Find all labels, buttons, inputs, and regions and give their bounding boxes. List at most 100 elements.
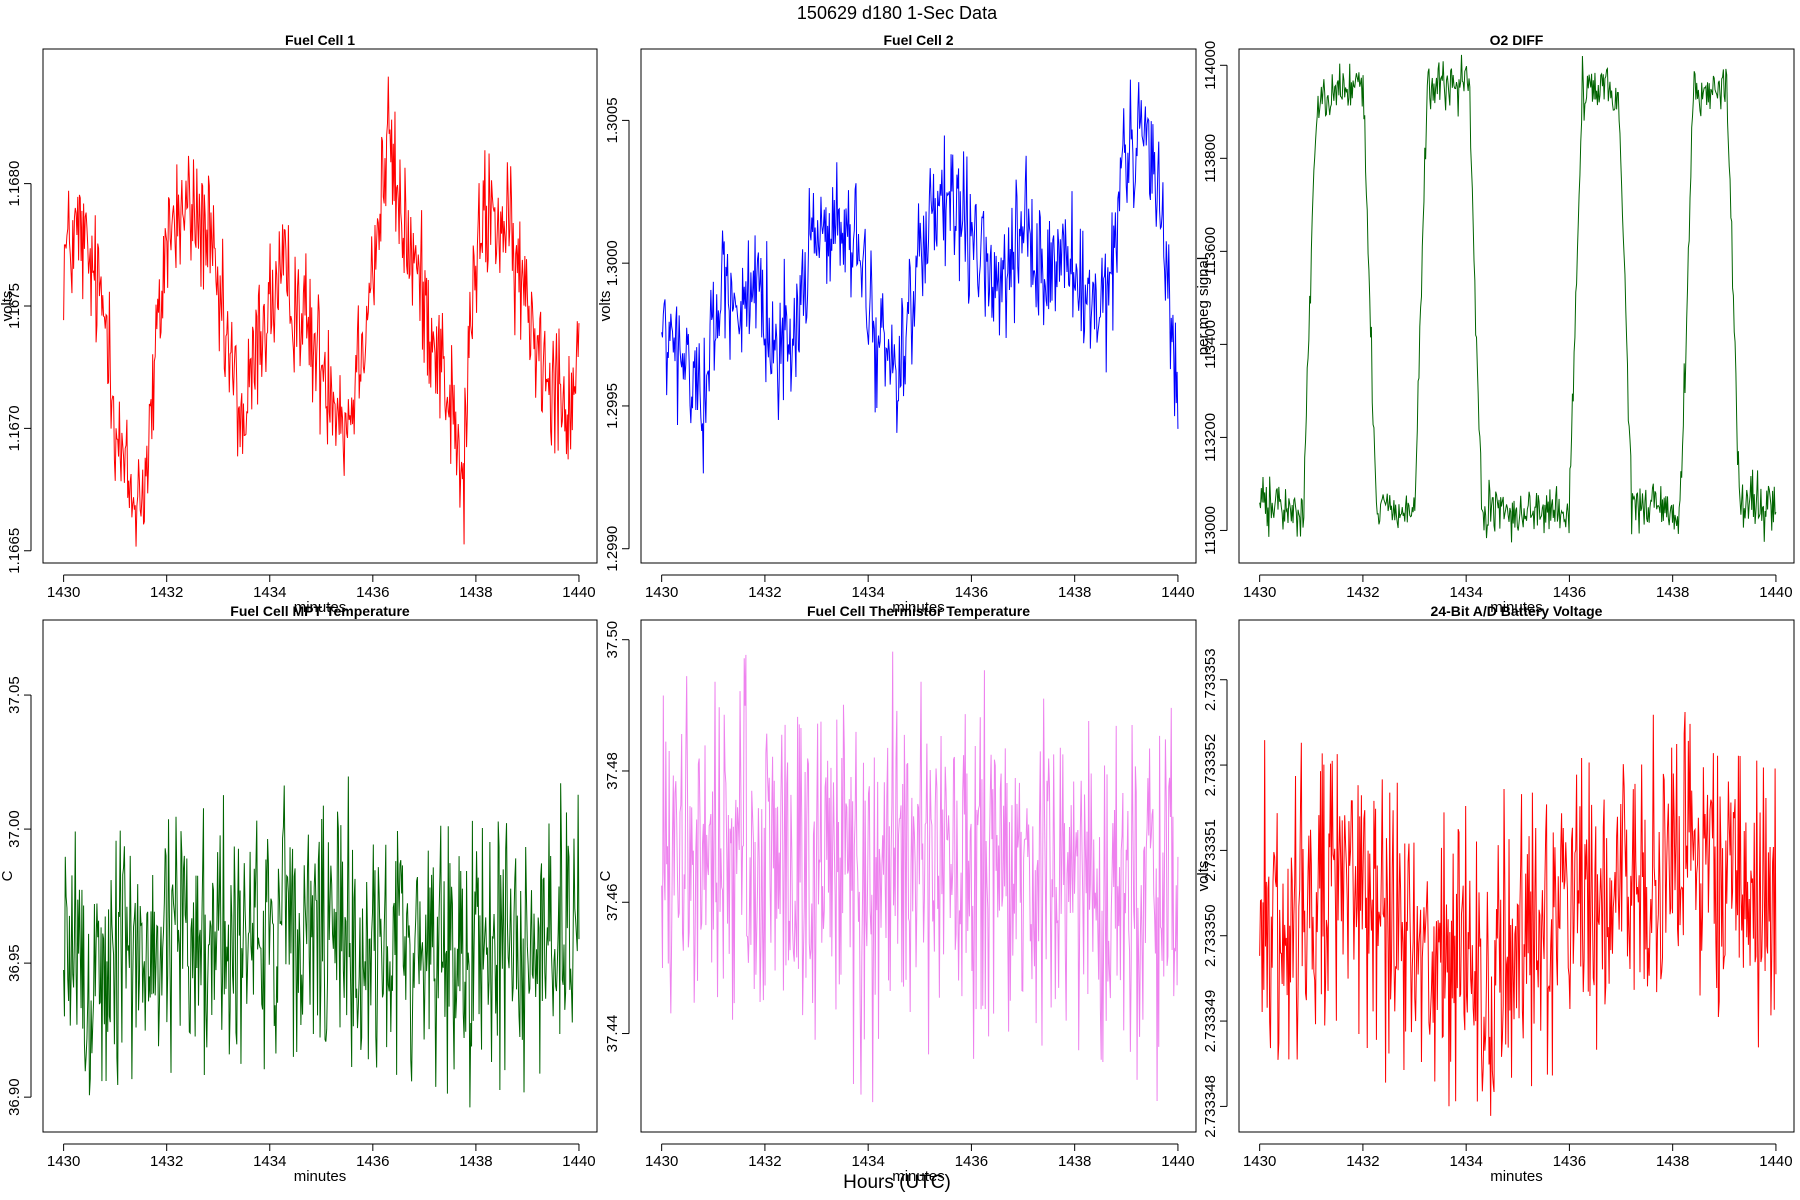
y-tick-label: 1.2995 <box>604 383 621 429</box>
plot-frame <box>1238 619 1795 1133</box>
x-tick-label: 1436 <box>1553 1153 1586 1170</box>
y-tick-label: 1.3000 <box>604 240 621 286</box>
chart-title: O2 DIFF <box>1490 32 1544 48</box>
y-tick-label: 113000 <box>1202 506 1219 555</box>
chart-panel: O2 DIFF 1430 1432 1434 1436 1438 1440 minutes 11… <box>1195 32 1795 616</box>
y-tick-label: 36.90 <box>6 1078 23 1116</box>
chart-panel: Fuel Cell 2 1430 1432 1434 1436 1438 1440 minut… <box>597 32 1197 616</box>
y-tick-label: 114000 <box>1202 41 1219 90</box>
x-axis-label: minutes <box>892 1168 945 1185</box>
x-tick-label: 1434 <box>253 584 286 601</box>
chart-panel: Fuel Cell Thermistor Temperature 1430 1432… <box>597 603 1197 1185</box>
y-tick-label: 1.3005 <box>604 97 621 143</box>
plot-frame <box>640 619 1197 1133</box>
x-tick-label: 1434 <box>1449 584 1482 601</box>
y-tick-label: 36.95 <box>6 944 23 982</box>
x-tick-label: 1434 <box>1449 1153 1482 1170</box>
y-tick-label: 113400 <box>1202 320 1219 369</box>
x-tick-label: 1432 <box>1346 584 1379 601</box>
chart-panel: Fuel Cell 1 1430 1432 1434 1436 1438 1440 minut… <box>0 32 598 616</box>
y-axis-label: volts <box>1195 861 1212 892</box>
x-tick-label: 1434 <box>851 584 884 601</box>
y-tick-label: 37.50 <box>604 621 621 659</box>
y-tick-label: 2.733353 <box>1202 648 1219 711</box>
x-tick-label: 1432 <box>150 584 183 601</box>
y-tick-label: 37.48 <box>604 752 621 790</box>
figure-title: 150629 d180 1-Sec Data <box>797 3 998 23</box>
y-axis-label: volts <box>597 291 614 322</box>
y-tick-label: 37.44 <box>604 1015 621 1053</box>
series-line <box>661 651 1179 1103</box>
x-axis-label: minutes <box>294 599 347 616</box>
x-tick-label: 1432 <box>748 1153 781 1170</box>
x-tick-label: 1440 <box>562 584 595 601</box>
x-tick-label: 1436 <box>955 584 988 601</box>
x-tick-label: 1432 <box>150 1153 183 1170</box>
x-tick-label: 1430 <box>645 1153 678 1170</box>
y-tick-label: 1.2990 <box>604 526 621 572</box>
chart-title: Fuel Cell MPT Temperature <box>230 603 410 619</box>
y-tick-label: 37.05 <box>6 676 23 714</box>
series-line <box>1259 54 1777 543</box>
x-tick-label: 1440 <box>1161 1153 1194 1170</box>
x-tick-label: 1438 <box>1058 584 1091 601</box>
x-tick-label: 1432 <box>748 584 781 601</box>
x-tick-label: 1436 <box>356 584 389 601</box>
x-tick-label: 1436 <box>356 1153 389 1170</box>
y-tick-label: 2.733352 <box>1202 734 1219 797</box>
x-tick-label: 1440 <box>1759 1153 1792 1170</box>
y-tick-label: 1.1680 <box>6 161 23 207</box>
outer-x-axis-label: Hours (UTC) <box>843 1172 951 1193</box>
y-tick-label: 37.00 <box>6 810 23 848</box>
y-axis-label: per meg signal <box>1195 257 1212 355</box>
y-tick-label: 1.1670 <box>6 405 23 451</box>
x-tick-label: 1430 <box>645 584 678 601</box>
series-line <box>661 79 1179 474</box>
y-tick-label: 1.1665 <box>6 528 23 574</box>
x-tick-label: 1430 <box>47 1153 80 1170</box>
x-axis-label: minutes <box>1490 599 1543 616</box>
y-tick-label: 2.733348 <box>1202 1075 1219 1138</box>
x-tick-label: 1438 <box>1058 1153 1091 1170</box>
x-tick-label: 1430 <box>47 584 80 601</box>
series-line <box>1259 712 1777 1116</box>
y-axis-label: C <box>0 870 16 881</box>
x-axis-label: minutes <box>294 1168 347 1185</box>
y-tick-label: 37.46 <box>604 883 621 921</box>
x-tick-label: 1434 <box>851 1153 884 1170</box>
y-tick-label: 2.733350 <box>1202 904 1219 967</box>
series-line <box>63 76 580 547</box>
y-axis-label: volts <box>0 291 16 322</box>
x-axis-label: minutes <box>892 599 945 616</box>
y-tick-label: 113600 <box>1202 227 1219 276</box>
x-tick-label: 1436 <box>955 1153 988 1170</box>
x-tick-label: 1440 <box>1161 584 1194 601</box>
x-tick-label: 1436 <box>1553 584 1586 601</box>
chart-panels: Fuel Cell 1 1430 1432 1434 1436 1438 1440 minut… <box>0 32 1795 1185</box>
chart-title: Fuel Cell Thermistor Temperature <box>807 603 1030 619</box>
y-tick-label: 1.1675 <box>6 283 23 329</box>
chart-title: Fuel Cell 2 <box>883 32 953 48</box>
x-tick-label: 1438 <box>459 584 492 601</box>
x-tick-label: 1438 <box>1656 1153 1689 1170</box>
plot-frame <box>42 619 598 1133</box>
x-tick-label: 1434 <box>253 1153 286 1170</box>
chart-title: Fuel Cell 1 <box>285 32 355 48</box>
y-tick-label: 2.733351 <box>1202 819 1219 882</box>
x-tick-label: 1440 <box>1759 584 1792 601</box>
x-tick-label: 1430 <box>1243 584 1276 601</box>
plot-frame <box>42 48 598 564</box>
x-tick-label: 1438 <box>459 1153 492 1170</box>
y-tick-label: 2.733349 <box>1202 990 1219 1053</box>
chart-title: 24-Bit A/D Battery Voltage <box>1431 603 1603 619</box>
x-tick-label: 1432 <box>1346 1153 1379 1170</box>
chart-panel: 24-Bit A/D Battery Voltage 1430 1432 1434 14… <box>1195 603 1795 1185</box>
x-tick-label: 1440 <box>562 1153 595 1170</box>
plot-frame <box>640 48 1197 564</box>
y-tick-label: 113200 <box>1202 413 1219 462</box>
x-tick-label: 1438 <box>1656 584 1689 601</box>
x-axis-label: minutes <box>1490 1168 1543 1185</box>
series-line <box>63 776 580 1108</box>
chart-panel: Fuel Cell MPT Temperature 1430 1432 1434 143… <box>0 603 598 1185</box>
